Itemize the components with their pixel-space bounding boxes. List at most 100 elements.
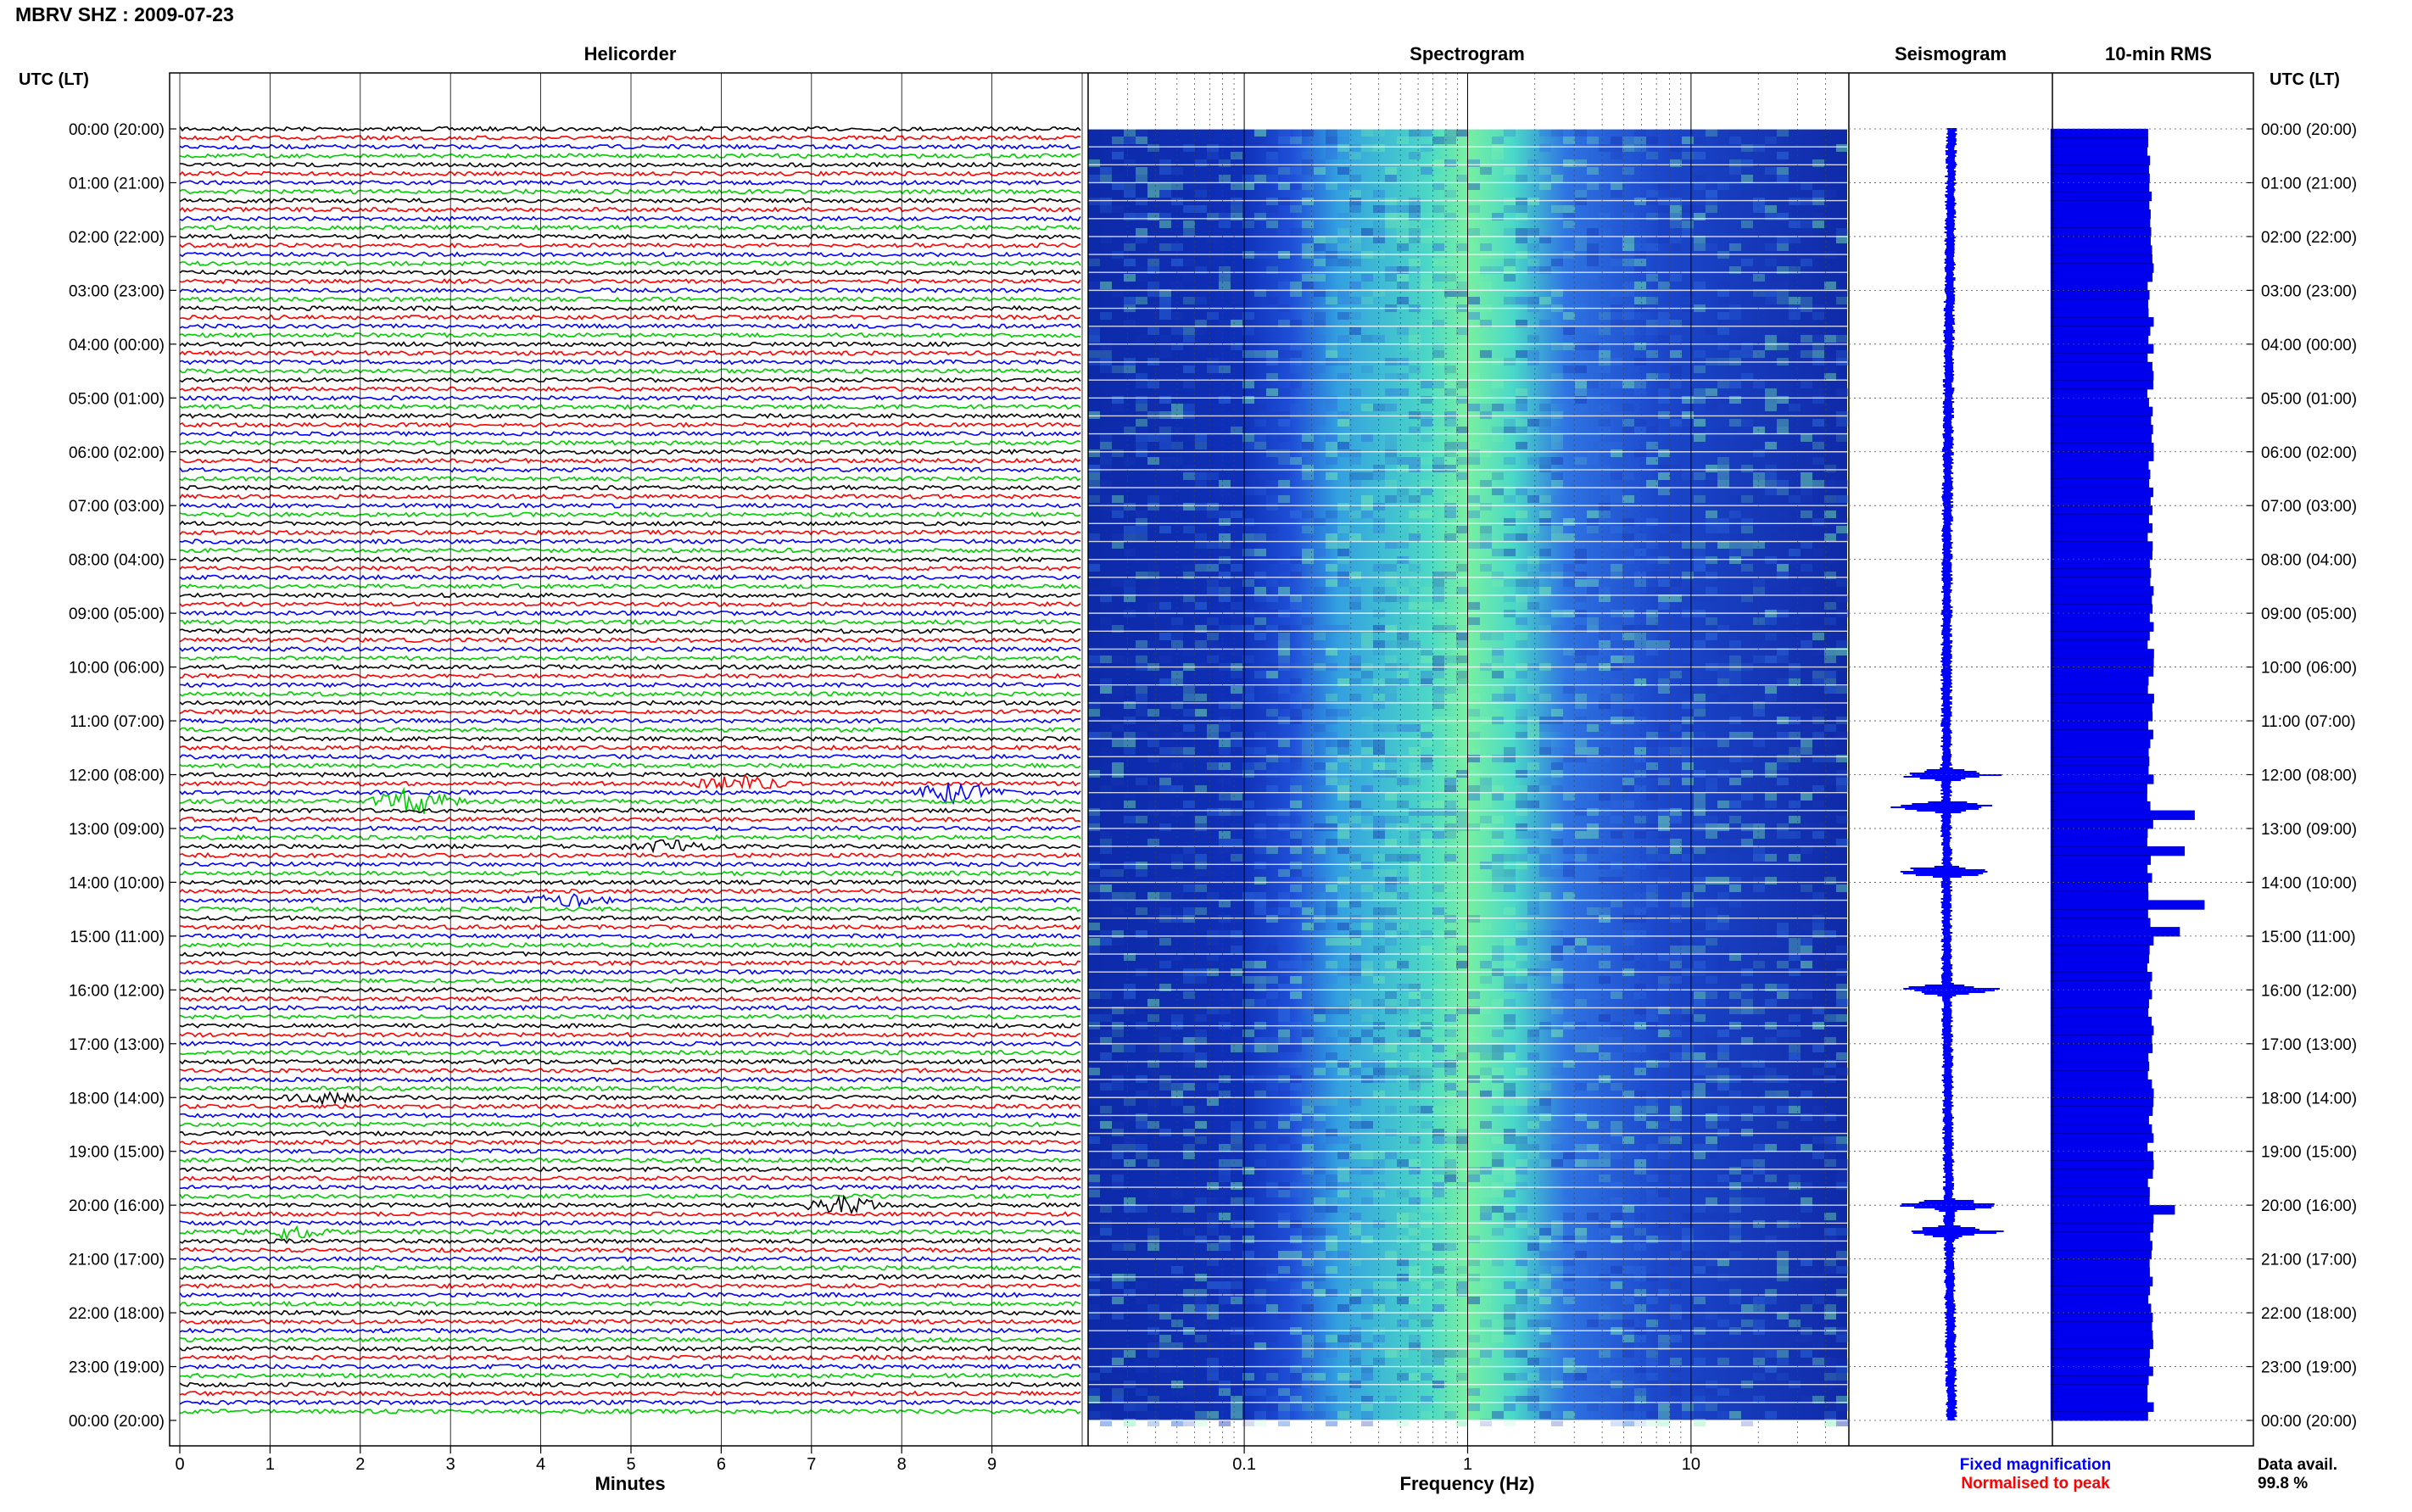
spectrogram-cell	[1397, 556, 1409, 564]
spectrogram-cell	[1539, 1320, 1551, 1327]
helicorder-trace	[179, 251, 1081, 258]
spectrogram-cell	[1539, 427, 1551, 434]
spectrogram-cell	[1575, 198, 1587, 205]
spectrogram-cell	[1492, 1228, 1504, 1236]
spectrogram-cell	[1836, 419, 1848, 427]
spectrogram-cell	[1195, 785, 1207, 793]
spectrogram-cell	[1765, 1403, 1777, 1411]
y-tick-label-right: 08:00 (04:00)	[2261, 552, 2357, 570]
spectrogram-cell	[1706, 1152, 1717, 1159]
spectrogram-cell	[1777, 1297, 1789, 1304]
spectrogram-cell	[1824, 365, 1836, 373]
spectrogram-cell	[1231, 839, 1242, 846]
spectrogram-cell	[1480, 1304, 1492, 1312]
spectrogram-cell	[1159, 213, 1171, 220]
spectrogram-cell	[1337, 289, 1349, 297]
spectrogram-cell	[1599, 961, 1611, 968]
spectrogram-cell	[1706, 526, 1717, 533]
spectrogram-cell	[1611, 495, 1622, 503]
spectrogram-cell	[1444, 694, 1456, 701]
spectrogram-cell	[1397, 297, 1409, 304]
spectrogram-cell	[1765, 976, 1777, 984]
spectrogram-cell	[1373, 923, 1385, 930]
spectrogram-cell	[1124, 1243, 1136, 1251]
spectrogram-cell	[1539, 465, 1551, 472]
spectrogram-cell	[1670, 320, 1682, 327]
spectrogram-cell	[1516, 1205, 1527, 1213]
spectrogram-cell	[1741, 465, 1753, 472]
spectrogram-cell	[1611, 1419, 1622, 1426]
spectrogram-cell	[1124, 503, 1136, 511]
spectrogram-cell	[1421, 1411, 1432, 1419]
spectrogram-cell	[1302, 1342, 1314, 1350]
spectrogram-cell	[1753, 1236, 1765, 1243]
spectrogram-cell	[1112, 907, 1124, 915]
spectrogram-cell	[1421, 274, 1432, 282]
spectrogram-cell	[1611, 678, 1622, 686]
spectrogram-cell	[1124, 801, 1136, 808]
spectrogram-cell	[1361, 1312, 1373, 1320]
spectrogram-cell	[1456, 350, 1468, 358]
spectrogram-cell	[1337, 755, 1349, 762]
spectrogram-cell	[1682, 1312, 1694, 1320]
rms-bar	[2050, 1124, 2152, 1135]
seismogram-panel	[1890, 128, 2004, 1420]
spectrogram-cell	[1575, 442, 1587, 449]
rms-bar	[2050, 263, 2154, 273]
spectrogram-cell	[1195, 564, 1207, 572]
spectrogram-cell	[1159, 778, 1171, 785]
spectrogram-cell	[1314, 167, 1326, 175]
helicorder-trace	[179, 1354, 1081, 1361]
spectrogram-cell	[1765, 938, 1777, 946]
spectrogram-cell	[1136, 526, 1147, 533]
spectrogram-cell	[1575, 457, 1587, 465]
spectrogram-cell	[1670, 839, 1682, 846]
spectrogram-cell	[1432, 594, 1444, 602]
spectrogram-cell	[1753, 427, 1765, 434]
helicorder-trace	[179, 816, 1081, 823]
spectrogram-cell	[1290, 816, 1302, 823]
spectrogram-cell	[1504, 1052, 1516, 1060]
spectrogram-cell	[1136, 1144, 1147, 1152]
rms-bar	[2050, 361, 2152, 372]
spectrogram-cell	[1682, 755, 1694, 762]
y-tick-label-right: 14:00 (10:00)	[2261, 874, 2357, 892]
spectrogram-cell	[1314, 915, 1326, 923]
spectrogram-cell	[1290, 1274, 1302, 1281]
spectrogram-cell	[1159, 701, 1171, 709]
spectrogram-cell	[1741, 1083, 1753, 1091]
spectrogram-cell	[1551, 823, 1563, 831]
spectrogram-cell	[1516, 396, 1527, 404]
helicorder-trace	[179, 278, 1081, 285]
spectrogram-cell	[1409, 1342, 1421, 1350]
spectrogram-cell	[1706, 816, 1717, 823]
spectrogram-cell	[1456, 1052, 1468, 1060]
spectrogram-cell	[1159, 335, 1171, 343]
spectrogram-cell	[1492, 1159, 1504, 1167]
spectrogram-cell	[1824, 1411, 1836, 1419]
spectrogram-cell	[1504, 259, 1516, 266]
spectrogram-cell	[1254, 175, 1266, 182]
spectrogram-cell	[1349, 1335, 1361, 1342]
spectrogram-cell	[1480, 823, 1492, 831]
spectrogram-cell	[1432, 175, 1444, 182]
spectrogram-cell	[1456, 1289, 1468, 1297]
spectrogram-cell	[1112, 1281, 1124, 1289]
spectrogram-cell	[1539, 1083, 1551, 1091]
spectrogram-cell	[1242, 526, 1254, 533]
spectrogram-cell	[1349, 1113, 1361, 1121]
spectrogram-cell	[1706, 327, 1717, 335]
spectrogram-cell	[1100, 1037, 1112, 1045]
spectrogram-cell	[1789, 617, 1801, 625]
spectrogram-cell	[1432, 381, 1444, 388]
spectrogram-cell	[1611, 900, 1622, 907]
spectrogram-cell	[1646, 373, 1658, 381]
spectrogram-cell	[1824, 1144, 1836, 1152]
spectrogram-cell	[1219, 801, 1231, 808]
spectrogram-cell	[1741, 1281, 1753, 1289]
spectrogram-cell	[1622, 1091, 1634, 1098]
spectrogram-cell	[1717, 1320, 1729, 1327]
rms-bar	[2050, 1035, 2152, 1045]
spectrogram-cell	[1670, 808, 1682, 816]
data-avail-value: 99.8 %	[2258, 1475, 2308, 1492]
